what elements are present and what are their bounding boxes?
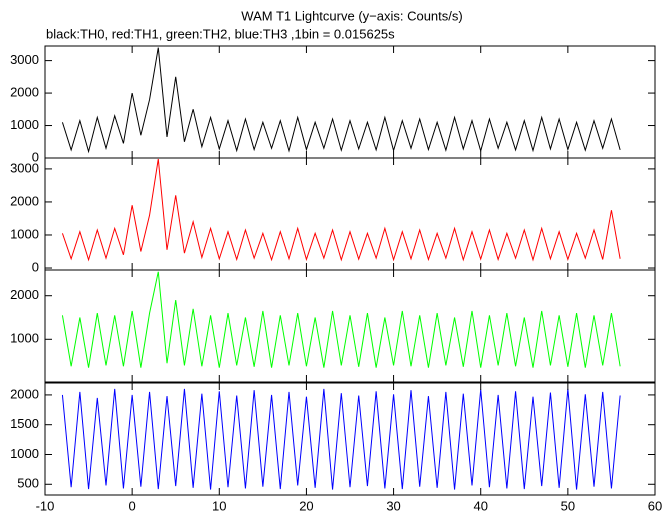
chart-title: WAM T1 Lightcurve (y−axis: Counts/s) [241, 8, 462, 23]
x-tick-label: 40 [473, 498, 487, 513]
y-tick-label: 1500 [10, 416, 39, 431]
y-tick-label: 2000 [10, 85, 39, 100]
x-tick-label: 50 [561, 498, 575, 513]
x-tick-label: -10 [36, 498, 55, 513]
y-tick-label: 3000 [10, 160, 39, 175]
lightcurve [61, 158, 621, 262]
y-tick-label: 1000 [10, 226, 39, 241]
y-tick-label: 0 [32, 149, 39, 164]
y-tick-label: 1000 [10, 117, 39, 132]
panel-frame [44, 382, 656, 496]
panel-frame [44, 45, 656, 159]
chart-subtitle: black:TH0, red:TH1, green:TH2, blue:TH3 … [46, 26, 395, 41]
x-tick-label: 10 [212, 498, 226, 513]
y-tick-label: 2000 [10, 287, 39, 302]
lightcurve [61, 388, 621, 490]
panel-frame [44, 269, 656, 383]
y-tick-label: 0 [32, 259, 39, 274]
y-tick-label: 3000 [10, 52, 39, 67]
lightcurve [61, 271, 621, 368]
panel-frame [44, 157, 656, 271]
lightcurve [61, 47, 621, 154]
x-tick-label: 30 [386, 498, 400, 513]
x-tick-label: 20 [299, 498, 313, 513]
y-tick-label: 2000 [10, 386, 39, 401]
x-tick-label: 0 [129, 498, 136, 513]
y-tick-label: 1000 [10, 331, 39, 346]
y-tick-label: 500 [17, 476, 39, 491]
y-tick-label: 2000 [10, 193, 39, 208]
y-tick-label: 1000 [10, 446, 39, 461]
x-tick-label: 60 [648, 498, 662, 513]
